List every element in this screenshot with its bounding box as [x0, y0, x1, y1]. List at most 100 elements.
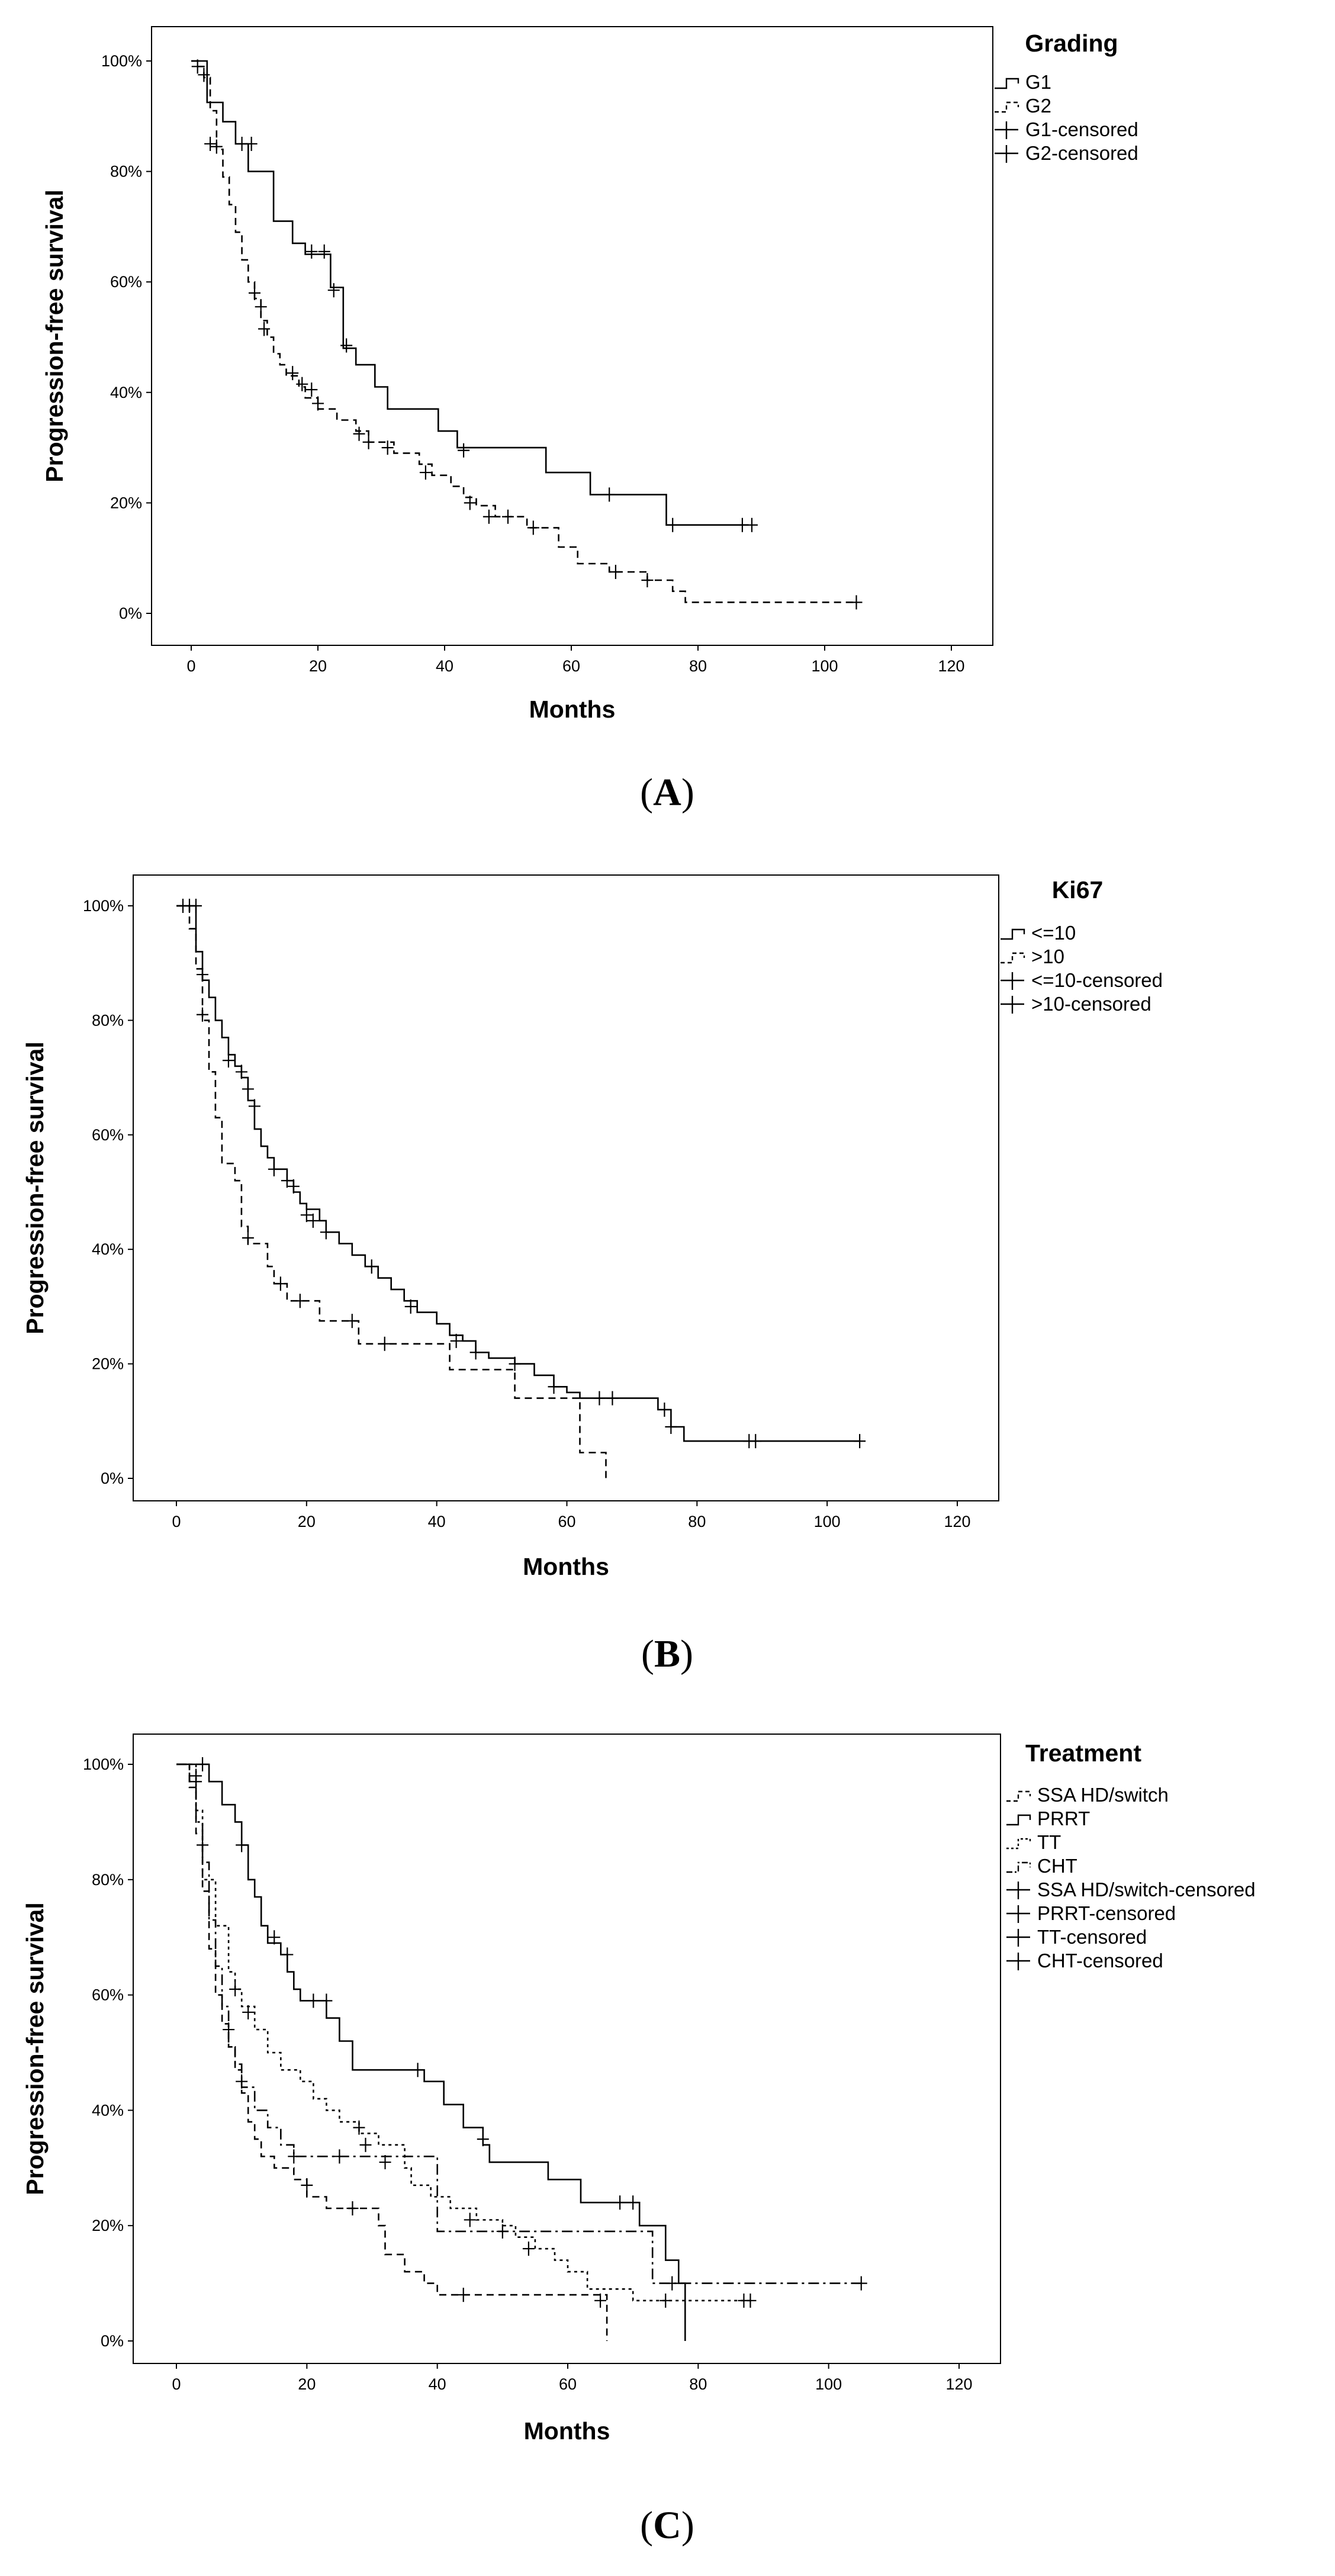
- censor-mark-ssa-hd-switch: [301, 2178, 313, 2193]
- censor-mark-prrt: [281, 1947, 294, 1962]
- censor-mark-le10: [450, 1333, 462, 1348]
- censor-mark-prrt: [627, 2195, 639, 2210]
- legend-entry-g1-censored: G1-censored: [1025, 118, 1138, 140]
- censor-mark-le10: [548, 1379, 560, 1394]
- series-line-prrt: [176, 1763, 686, 2341]
- x-tick-label: 100: [811, 657, 838, 675]
- plot-frame: [151, 26, 993, 646]
- censor-mark-tt: [660, 2293, 672, 2308]
- series-line-cht: [176, 1763, 861, 2284]
- y-tick-label: 20%: [110, 494, 142, 512]
- x-axis-title: Months: [523, 1553, 609, 1580]
- chart-panel-a: 0% 20% 40% 60% 80% 100% 0 20 40 60 80 100 120 Months P…: [41, 26, 1138, 814]
- legend-entry-ssa-hd-switch: SSA HD/switch: [1037, 1784, 1169, 1806]
- y-tick-label: 80%: [92, 1871, 124, 1889]
- y-tick-label: 0%: [101, 2332, 124, 2350]
- censor-mark-le10: [509, 1356, 521, 1371]
- censor-mark-g1: [318, 244, 330, 259]
- censor-mark-g1: [603, 487, 616, 502]
- legend-entry-prrt: PRRT: [1037, 1808, 1090, 1829]
- censor-mark-g2: [419, 465, 432, 480]
- censor-mark-gt10: [189, 899, 202, 913]
- series-line-g1: [191, 60, 749, 526]
- y-tick-label: 0%: [101, 1469, 124, 1487]
- censor-mark-le10: [749, 1434, 762, 1449]
- censor-mark-g1: [327, 283, 340, 298]
- censor-mark-g1: [340, 338, 353, 353]
- censor-mark-prrt: [477, 2132, 489, 2147]
- censor-mark-ssa-hd-switch: [594, 2293, 607, 2308]
- censor-mark-g2: [527, 520, 539, 535]
- censor-mark-g2: [362, 435, 375, 449]
- legend-title: Ki67: [1052, 876, 1104, 903]
- y-tick-label: 80%: [92, 1011, 124, 1029]
- y-tick-label: 100%: [101, 52, 142, 70]
- y-tick-label: 20%: [92, 1355, 124, 1373]
- censor-mark-gt10: [274, 1276, 287, 1291]
- x-tick-label: 60: [558, 1513, 575, 1530]
- censor-mark-prrt: [320, 1993, 333, 2008]
- censor-mark-g2: [249, 285, 260, 300]
- x-axis-title: Months: [524, 2417, 610, 2445]
- censor-mark-tt: [190, 1768, 202, 1783]
- censor-mark-g2: [296, 377, 308, 391]
- x-tick-label: 100: [814, 1513, 841, 1530]
- censor-mark-g2: [641, 573, 654, 588]
- series-line-g2: [191, 60, 857, 603]
- censor-mark-g2: [381, 440, 394, 455]
- x-tick-label: 60: [562, 657, 580, 675]
- legend-title: Treatment: [1025, 1739, 1141, 1767]
- legend-symbol-line: [1001, 952, 1025, 964]
- x-tick-label: 40: [436, 657, 453, 675]
- legend-symbol-line: [1006, 1861, 1031, 1873]
- legend-symbol-censor: [995, 121, 1018, 139]
- y-tick-label: 0%: [119, 604, 142, 622]
- censor-mark-g2: [353, 426, 365, 441]
- censor-mark-le10: [268, 1162, 280, 1176]
- censor-mark-gt10: [242, 1230, 254, 1245]
- legend-entry-cht: CHT: [1037, 1855, 1077, 1877]
- chart-panel-c: 0% 20% 40% 60% 80% 100% 0 20 40 60 80 100 120 Months P…: [21, 1734, 1256, 2547]
- censor-mark-gt10: [294, 1294, 306, 1308]
- legend-entry-cht-censored: CHT-censored: [1037, 1950, 1163, 1972]
- censor-mark-g1: [458, 443, 470, 458]
- x-tick-label: 20: [309, 657, 327, 675]
- y-tick-label: 60%: [92, 1126, 124, 1144]
- censor-mark-g1: [667, 517, 679, 532]
- chart-panel-b: 0% 20% 40% 60% 80% 100% 0 20 40 60 80 100 120 Months P…: [21, 874, 1163, 1675]
- legend-symbol-censor: [1006, 1953, 1030, 1970]
- x-tick-label: 80: [689, 2375, 707, 2393]
- panel-label: (B): [641, 1632, 693, 1675]
- censor-mark-cht: [855, 2276, 867, 2291]
- x-tick-label: 0: [172, 1513, 181, 1530]
- legend-symbol-censor: [1006, 1905, 1030, 1923]
- y-tick-label: 60%: [110, 273, 142, 291]
- series-line-gt10: [176, 905, 607, 1478]
- legend: Ki67 <=10>10<=10-censored>10-censored: [1001, 876, 1163, 1015]
- series-line-ssa-hd-switch: [176, 1763, 608, 2341]
- censor-mark-tt: [229, 1982, 242, 1996]
- censor-mark-prrt: [411, 2063, 424, 2077]
- panel-label: (A): [640, 771, 694, 814]
- censor-mark-g1: [305, 244, 318, 259]
- y-tick-label: 40%: [110, 384, 142, 401]
- x-tick-label: 80: [689, 657, 707, 675]
- censor-mark-le10: [281, 1173, 293, 1188]
- legend-symbol-censor: [1001, 996, 1024, 1014]
- x-tick-label: 0: [186, 657, 195, 675]
- censor-mark-g2: [255, 300, 267, 314]
- censor-mark-le10: [222, 1053, 234, 1068]
- plot-frame: [133, 874, 999, 1501]
- censor-mark-ssa-hd-switch: [346, 2201, 359, 2215]
- censor-mark-le10: [593, 1391, 606, 1406]
- censor-mark-ssa-hd-switch: [457, 2288, 469, 2302]
- y-axis-title: Progression-free survival: [21, 1902, 49, 2195]
- y-tick-label: 80%: [110, 163, 142, 181]
- legend-entry-tt-censored: TT-censored: [1037, 1926, 1147, 1948]
- censor-mark-prrt: [614, 2195, 626, 2210]
- censor-mark-le10: [404, 1299, 417, 1314]
- series-line-tt: [176, 1763, 751, 2302]
- censor-mark-le10: [242, 1082, 254, 1096]
- censor-mark-prrt: [236, 1838, 248, 1853]
